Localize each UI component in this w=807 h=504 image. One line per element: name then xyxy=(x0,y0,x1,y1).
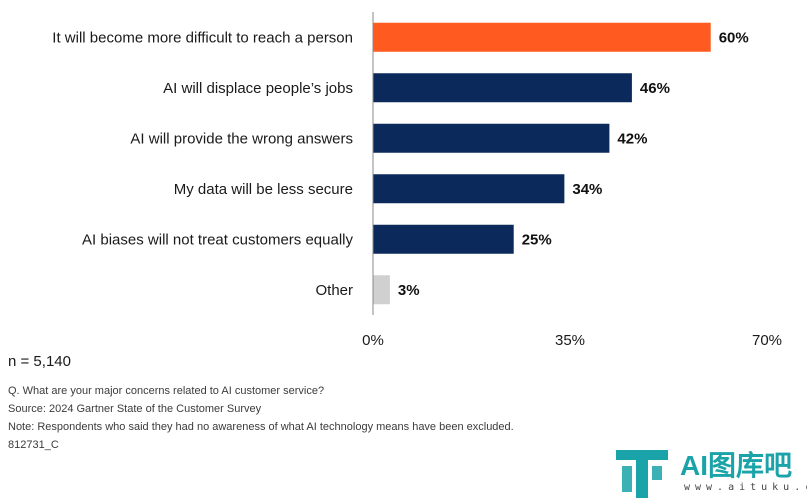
sample-size: n = 5,140 xyxy=(8,353,71,370)
note-id: 812731_C xyxy=(8,439,59,451)
note-question: Q. What are your major concerns related … xyxy=(8,385,325,397)
chart-notes: n = 5,140 Q. What are your major concern… xyxy=(8,353,514,454)
watermark-logo-icon xyxy=(616,450,668,498)
watermark-url: www.aituku.cc xyxy=(684,482,807,493)
bar-3 xyxy=(373,174,565,204)
watermark-text: AI图库吧 xyxy=(680,450,793,481)
category-label-3: My data will be less secure xyxy=(174,181,353,198)
value-label-5: 3% xyxy=(398,282,420,299)
bar-2 xyxy=(373,123,610,153)
x-tick-label-0: 0% xyxy=(362,332,384,349)
x-tick-label-2: 70% xyxy=(752,332,782,349)
bar-0 xyxy=(373,22,711,52)
bar-4 xyxy=(373,224,514,254)
value-label-3: 34% xyxy=(572,181,602,198)
watermark-logo: AI图库吧 www.aituku.cc xyxy=(612,444,807,502)
value-label-2: 42% xyxy=(617,130,647,147)
value-label-4: 25% xyxy=(522,231,552,248)
note-exclusion: Note: Respondents who said they had no a… xyxy=(8,421,514,433)
category-label-1: AI will displace people’s jobs xyxy=(163,80,353,97)
category-label-4: AI biases will not treat customers equal… xyxy=(82,231,353,248)
value-label-0: 60% xyxy=(719,29,749,46)
bar-5 xyxy=(373,275,390,305)
bar-chart: It will become more difficult to reach a… xyxy=(52,12,782,349)
category-label-0: It will become more difficult to reach a… xyxy=(52,29,353,46)
x-tick-label-1: 35% xyxy=(555,332,585,349)
note-source: Source: 2024 Gartner State of the Custom… xyxy=(8,403,262,415)
category-label-2: AI will provide the wrong answers xyxy=(130,130,353,147)
bar-1 xyxy=(373,73,632,103)
category-label-5: Other xyxy=(315,282,353,299)
value-label-1: 46% xyxy=(640,80,670,97)
